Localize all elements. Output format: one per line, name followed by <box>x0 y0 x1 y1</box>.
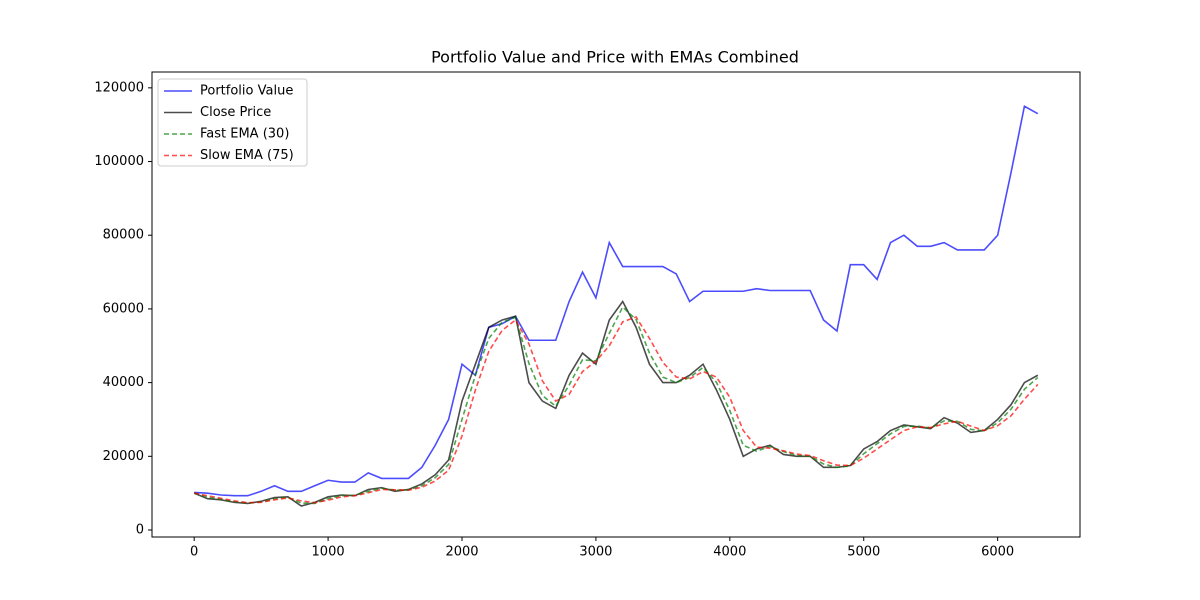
y-tick-label: 40000 <box>103 375 144 390</box>
chart-title: Portfolio Value and Price with EMAs Comb… <box>431 48 799 67</box>
y-tick-label: 60000 <box>103 301 144 316</box>
series-line <box>193 300 1039 507</box>
y-tick-label: 0 <box>136 522 144 537</box>
y-tick-label: 100000 <box>94 154 144 169</box>
series-line <box>194 105 1039 497</box>
y-tick-label: 120000 <box>94 80 144 95</box>
x-tick-label: 3000 <box>579 545 612 560</box>
x-tick-label: 5000 <box>847 545 880 560</box>
legend-box <box>157 78 308 167</box>
plot-frame <box>151 71 1081 538</box>
x-tick-label: 1000 <box>312 545 345 560</box>
y-tick-label: 80000 <box>103 228 144 243</box>
series-line <box>193 305 1039 505</box>
legend-label: Slow EMA (75) <box>200 148 294 163</box>
x-tick-label: 6000 <box>981 545 1014 560</box>
x-tick-label: 0 <box>190 545 198 560</box>
x-tick-label: 2000 <box>445 545 478 560</box>
legend-label: Close Price <box>200 105 271 120</box>
x-tick-label: 4000 <box>713 545 746 560</box>
legend-label: Fast EMA (30) <box>200 127 289 142</box>
y-tick-label: 20000 <box>103 449 144 464</box>
series-line <box>194 316 1039 504</box>
legend-label: Portfolio Value <box>200 84 293 99</box>
